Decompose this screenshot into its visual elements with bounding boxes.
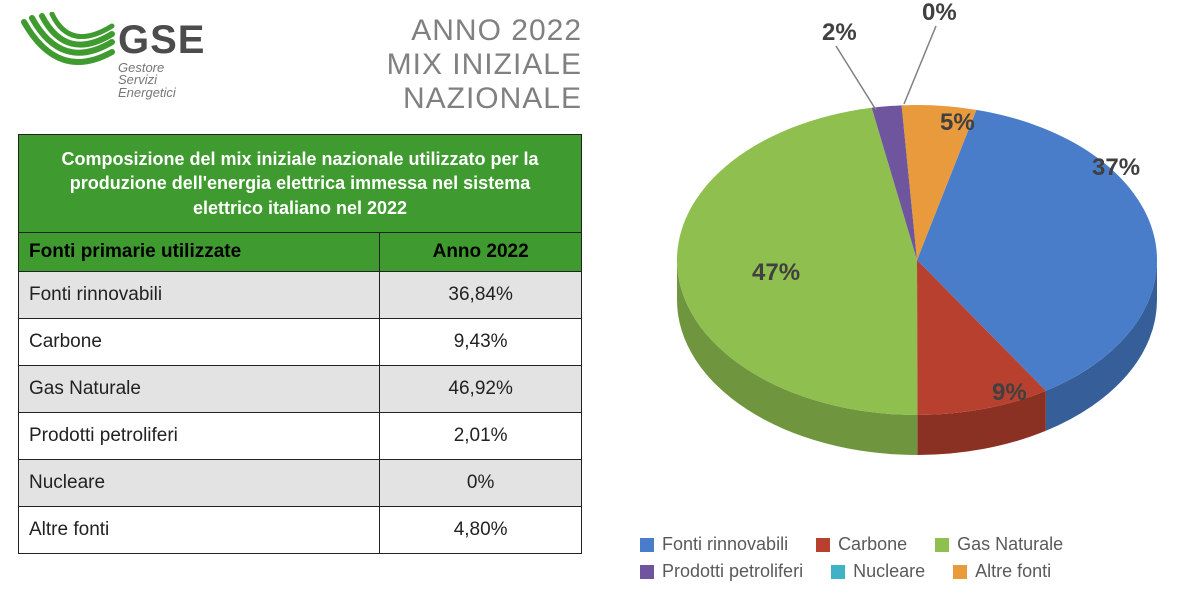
table-cell-value: 36,84% [380, 271, 582, 318]
title-year: ANNO 2022 [228, 14, 582, 48]
legend-label: Carbone [838, 534, 907, 555]
legend-label: Nucleare [853, 561, 925, 582]
chart-legend: Fonti rinnovabili Carbone Gas Naturale Prod… [640, 528, 1063, 582]
table-row: Fonti rinnovabili36,84% [19, 271, 582, 318]
pie-slice-label: 5% [940, 109, 975, 136]
legend-swatch [640, 565, 654, 579]
legend-item: Prodotti petroliferi [640, 561, 803, 582]
table-row: Altre fonti4,80% [19, 506, 582, 553]
table-cell-label: Gas Naturale [19, 365, 380, 412]
table-cell-value: 0% [380, 459, 582, 506]
legend-swatch [816, 538, 830, 552]
logo-acronym: GSE [118, 18, 205, 63]
table-cell-label: Nucleare [19, 459, 380, 506]
table-cell-label: Altre fonti [19, 506, 380, 553]
table-cell-value: 4,80% [380, 506, 582, 553]
pie-chart: 37% 9% 47% 2% 0% 5% [622, 0, 1182, 520]
legend-item: Carbone [816, 534, 907, 555]
table-cell-label: Fonti rinnovabili [19, 271, 380, 318]
table-cell-value: 2,01% [380, 412, 582, 459]
pie-slice-label: 0% [922, 0, 957, 26]
pie-slice-label: 47% [752, 259, 800, 286]
table-caption: Composizione del mix iniziale nazionale … [19, 135, 582, 233]
legend-label: Altre fonti [975, 561, 1051, 582]
legend-item: Gas Naturale [935, 534, 1063, 555]
gse-logo: GSE Gestore Servizi Energetici [18, 12, 228, 92]
pie-slice-label: 9% [992, 379, 1027, 406]
pie-slice-label: 37% [1092, 154, 1140, 181]
title-main: MIX INIZIALE NAZIONALE [228, 48, 582, 116]
col-header-sources: Fonti primarie utilizzate [19, 232, 380, 271]
pie-slice-label: 2% [822, 19, 857, 46]
legend-item: Nucleare [831, 561, 925, 582]
header: GSE Gestore Servizi Energetici ANNO 2022… [18, 12, 582, 116]
table-cell-value: 9,43% [380, 318, 582, 365]
legend-item: Altre fonti [953, 561, 1051, 582]
legend-swatch [953, 565, 967, 579]
table-row: Prodotti petroliferi2,01% [19, 412, 582, 459]
table-cell-label: Prodotti petroliferi [19, 412, 380, 459]
table-cell-label: Carbone [19, 318, 380, 365]
legend-label: Gas Naturale [957, 534, 1063, 555]
col-header-year: Anno 2022 [380, 232, 582, 271]
legend-swatch [640, 538, 654, 552]
table-cell-value: 46,92% [380, 365, 582, 412]
energy-mix-table: Composizione del mix iniziale nazionale … [18, 134, 582, 554]
table-row: Gas Naturale46,92% [19, 365, 582, 412]
legend-item: Fonti rinnovabili [640, 534, 788, 555]
legend-label: Fonti rinnovabili [662, 534, 788, 555]
table-row: Nucleare0% [19, 459, 582, 506]
legend-label: Prodotti petroliferi [662, 561, 803, 582]
table-row: Carbone9,43% [19, 318, 582, 365]
legend-swatch [831, 565, 845, 579]
legend-swatch [935, 538, 949, 552]
logo-tagline-3: Energetici [118, 86, 205, 100]
